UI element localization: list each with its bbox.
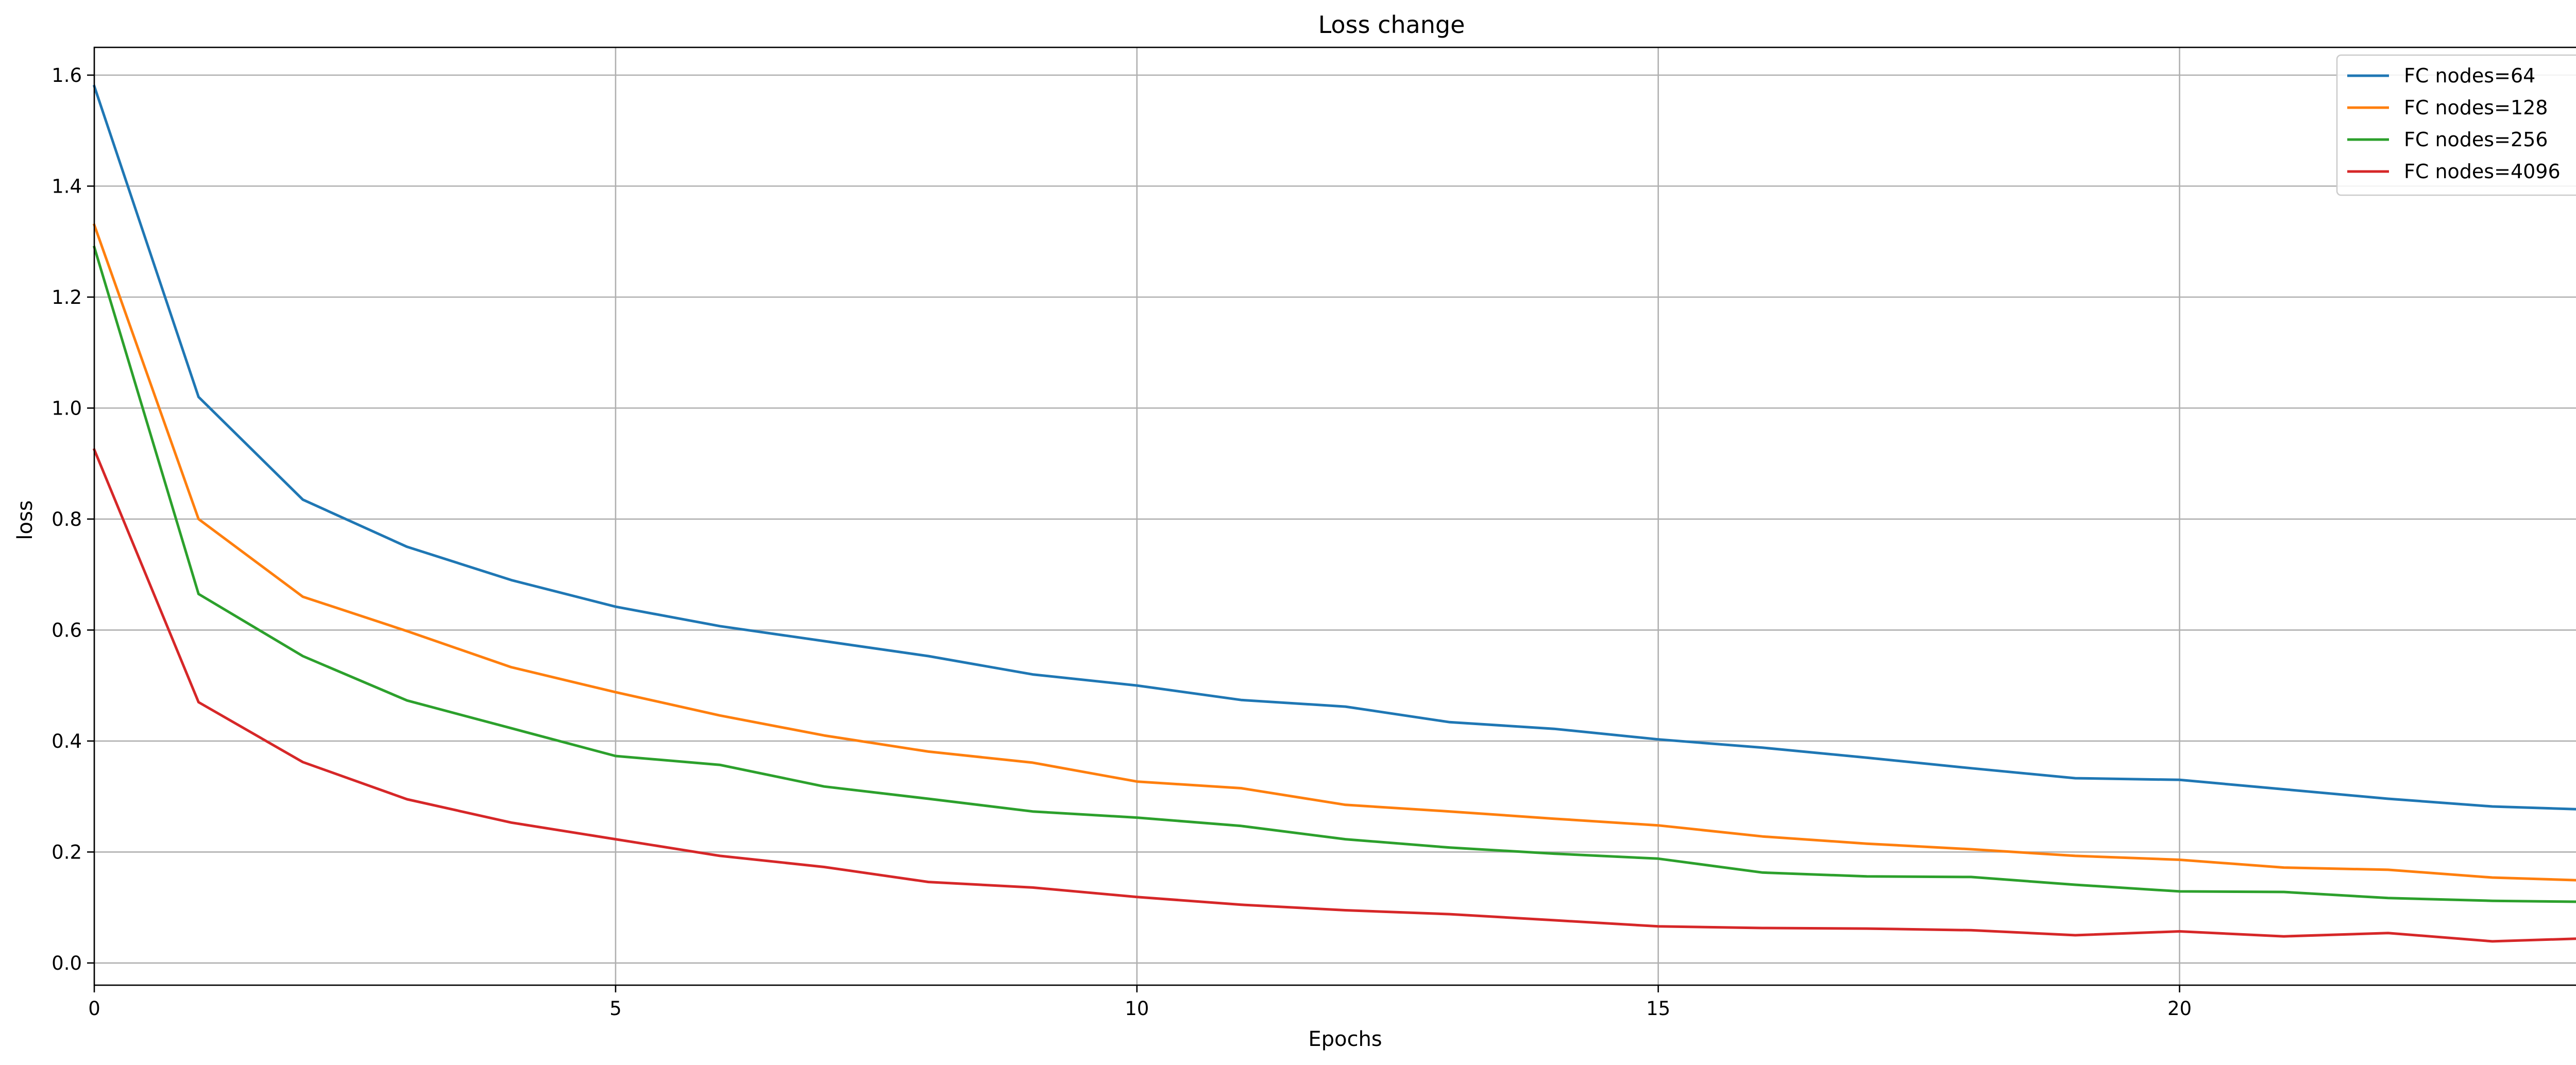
plot-frame — [93, 46, 2576, 986]
series-line-3 — [92, 448, 2576, 943]
y-tick-label: 1.6 — [52, 64, 82, 87]
y-tick-label: 1.0 — [52, 397, 82, 419]
y-tick-label: 0.8 — [52, 508, 82, 530]
series-line-2 — [92, 245, 2576, 903]
legend: FC nodes=64 FC nodes=128 FC nodes=256 FC no… — [2336, 54, 2576, 196]
series-lines — [92, 84, 2576, 943]
y-tick-label: 0.6 — [52, 619, 82, 641]
y-tick-label: 0.4 — [52, 730, 82, 752]
y-tick-label: 0.2 — [52, 841, 82, 863]
y-tick-label: 1.2 — [52, 286, 82, 308]
x-axis-label: Epochs — [1308, 1027, 1382, 1051]
legend-label: FC nodes=128 — [2404, 96, 2548, 119]
axis-ticks: 0 5 10 15 20 0.0 0.2 0.4 0.6 0.8 1.0 1.2 1.4 1.6 — [52, 64, 2192, 1020]
legend-box — [2336, 54, 2576, 196]
legend-label: FC nodes=256 — [2404, 128, 2548, 151]
x-tick-label: 20 — [2167, 998, 2192, 1020]
series-line-0 — [92, 84, 2576, 811]
y-axis-label: loss — [13, 500, 37, 540]
x-tick-label: 5 — [609, 998, 622, 1020]
y-tick-label: 1.4 — [52, 175, 82, 197]
x-tick-label: 10 — [1125, 998, 1149, 1020]
y-tick-label: 0.0 — [52, 952, 82, 974]
legend-label: FC nodes=64 — [2404, 64, 2535, 87]
series-line-1 — [92, 223, 2576, 882]
chart-title: Loss change — [1318, 11, 1465, 39]
gridlines — [93, 47, 2576, 985]
x-tick-label: 0 — [88, 998, 100, 1020]
legend-label: FC nodes=4096 — [2404, 160, 2561, 183]
x-tick-label: 15 — [1646, 998, 1670, 1020]
